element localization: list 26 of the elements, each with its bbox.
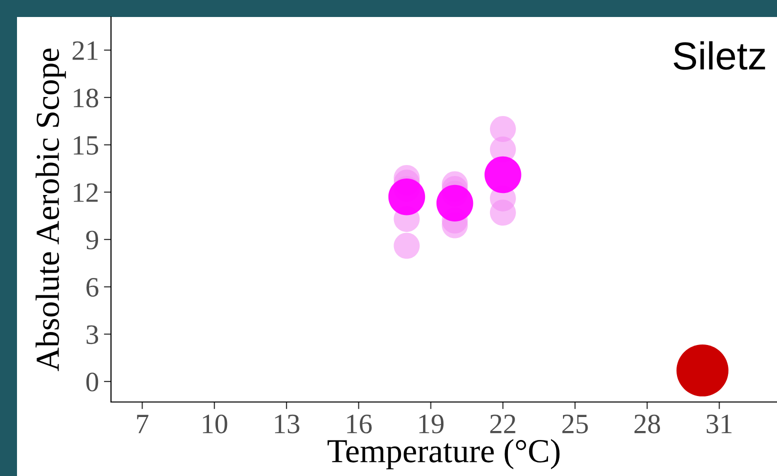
x-tick-label: 25: [562, 414, 588, 434]
point: [436, 184, 474, 222]
point: [388, 178, 426, 216]
x-tick-label: 28: [634, 414, 660, 434]
y-axis-title: Absolute Aerobic Scope: [36, 48, 66, 372]
x-tick-label: 10: [202, 414, 228, 434]
annotation: Siletz: [674, 41, 766, 70]
y-tick-label: 3: [86, 325, 98, 344]
x-tick-label: 7: [137, 414, 148, 434]
y-tick-label: 9: [86, 230, 98, 250]
y-tick-label: 21: [72, 41, 98, 60]
x-tick-label: 19: [419, 414, 444, 434]
y-tick-label: 12: [74, 183, 98, 202]
point: [676, 344, 728, 396]
x-tick-label: 16: [347, 414, 372, 434]
y-tick-label: 18: [74, 88, 98, 108]
x-axis-title: Temperature (°C): [328, 438, 560, 470]
x-tick-label: 22: [490, 414, 516, 434]
y-tick-label: 0: [86, 372, 98, 392]
x-tick-label: 13: [275, 414, 300, 434]
point: [484, 156, 522, 194]
point: [394, 232, 420, 259]
y-tick-label: 6: [86, 278, 98, 297]
point: [490, 200, 516, 226]
x-tick-label: 31: [706, 414, 732, 434]
y-tick-label: 15: [74, 136, 98, 155]
